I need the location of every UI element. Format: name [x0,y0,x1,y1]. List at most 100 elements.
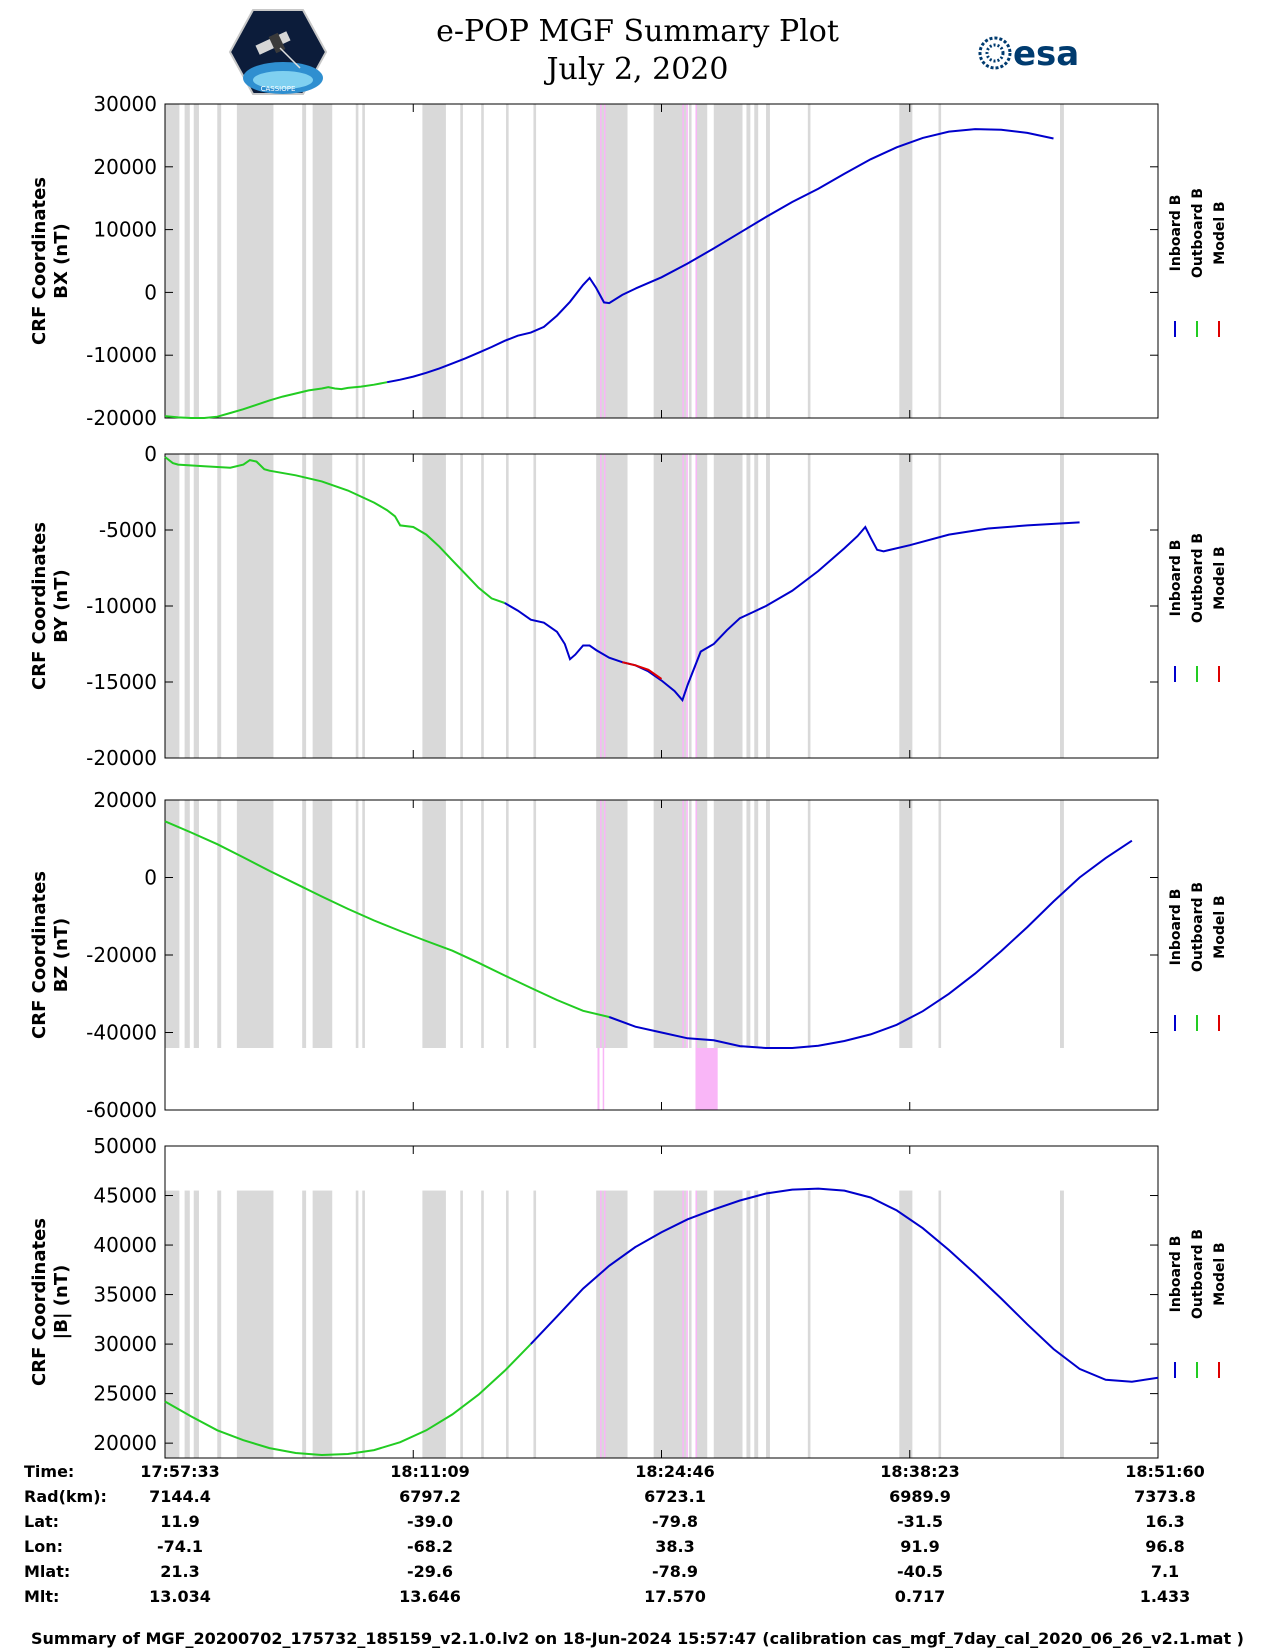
ephemeris-value: 1.433 [1139,1587,1191,1606]
ephemeris-value: 18:11:09 [390,1462,470,1481]
y-axis-label: CRF CoordinatesBX (nT) [29,177,72,345]
gap-band [184,800,190,1048]
gap-band [506,104,509,418]
y-tick-label: 20000 [93,155,157,179]
legend-label: Model B [1212,1242,1228,1305]
gap-band [362,800,365,1048]
flag-band [695,800,697,1048]
gap-band [746,1190,751,1458]
legend-label: Outboard B [1190,1229,1206,1319]
y-tick-label: -20000 [86,943,157,967]
gap-band [184,454,190,758]
series-outboard-b [164,820,610,1018]
legend-label: Outboard B [1190,188,1206,278]
y-tick-label: -40000 [86,1021,157,1045]
panel-by: 0 -5000 -10000 -15000 -20000 CRF CoordinatesB… [29,442,1228,770]
flag-band [695,454,697,758]
flag-band [682,454,684,758]
ephemeris-value: -29.6 [406,1562,454,1581]
legend-label: Inboard B [1168,195,1184,272]
gap-band [713,1190,743,1458]
cassiope-logo-text: CASSIOPE [261,85,296,93]
gap-band [695,104,708,418]
gap-band [938,104,942,418]
gap-band [481,454,484,758]
ephemeris-value: 6989.9 [889,1487,951,1506]
flag-band [695,104,697,418]
gap-band [754,454,759,758]
gap-band [422,1190,446,1458]
ephemeris-value: 7.1 [1150,1562,1180,1581]
gap-band [362,104,365,418]
flag-band [686,1190,688,1458]
gap-band [1060,104,1064,418]
gap-band [688,1190,692,1458]
gap-band [355,800,359,1048]
gap-band [460,800,463,1048]
panel-bx: 30000 20000 10000 0 -10000 -20000 CRF Coordina… [29,92,1228,430]
gap-band [193,800,199,1048]
gap-band [695,800,708,1048]
flag-band [600,800,602,1048]
gap-band [362,1190,365,1458]
y-axis-label: CRF CoordinatesBY (nT) [29,522,72,690]
gap-band [899,104,913,418]
y-axis-label-line: CRF Coordinates [29,1218,50,1386]
gap-band [1060,454,1064,758]
gap-band [481,104,484,418]
ephemeris-label: Rad(km): [24,1487,107,1506]
gap-band [302,454,307,758]
panel-bmag: 50000 45000 40000 35000 30000 25000 20000 CRF C… [29,1134,1228,1459]
gap-band [460,104,463,418]
ephemeris-value: -31.5 [896,1512,944,1531]
y-tick-label: -15000 [86,670,157,694]
flag-band [602,1048,605,1110]
gap-band [899,1190,913,1458]
gap-band [899,800,913,1048]
esa-logo: esa [978,34,1079,74]
ephemeris-row: Rad(km): 7144.4 6797.2 6723.1 6989.9 7373.8 [0,1487,1275,1511]
gap-band [807,1190,811,1458]
flag-band [686,104,688,418]
y-tick-label: -20000 [86,406,157,430]
ephemeris-table: Time: 17:57:33 18:11:09 18:24:46 18:38:23 18:… [0,1462,1275,1627]
series-inboard-b [386,128,1054,384]
ephemeris-value: 7144.4 [149,1487,211,1506]
ephemeris-value: 13.034 [149,1587,211,1606]
y-tick-label: 45000 [93,1184,157,1208]
gap-band [236,1190,274,1458]
gap-band [533,104,537,418]
series-inboard-b [504,521,1080,703]
y-axis-label-line: BZ (nT) [51,918,72,993]
legend-label: Inboard B [1168,889,1184,966]
flag-band [604,800,606,1048]
gap-band [746,454,751,758]
series-inboard-b [608,839,1133,1049]
gap-band [217,1190,222,1458]
gap-band [653,454,687,758]
ephemeris-value: 13.646 [399,1587,461,1606]
ephemeris-row: Mlt: 13.034 13.646 17.570 0.717 1.433 [0,1587,1275,1611]
gap-band [533,800,537,1048]
gap-band [302,1190,307,1458]
gap-band [355,104,359,418]
gap-band [754,1190,759,1458]
gap-band [938,800,942,1048]
legend-label: Outboard B [1190,882,1206,972]
gap-band [807,800,811,1048]
ephemeris-value: -79.8 [651,1512,699,1531]
ephemeris-value: 6797.2 [399,1487,461,1506]
series-outboard-b [164,1343,532,1457]
flag-band [604,454,606,758]
y-axis-label: CRF Coordinates|B| (nT) [29,1218,72,1386]
gap-band [217,104,222,418]
esa-logo-text: esa [1013,34,1079,74]
gap-band [1060,1190,1064,1458]
legend-label: Inboard B [1168,1236,1184,1313]
ephemeris-label: Mlat: [24,1562,71,1581]
gap-band [193,454,199,758]
ephemeris-value: 38.3 [655,1537,695,1556]
flag-band [604,1190,606,1458]
series-model-b [622,661,663,680]
ephemeris-value: 11.9 [160,1512,200,1531]
